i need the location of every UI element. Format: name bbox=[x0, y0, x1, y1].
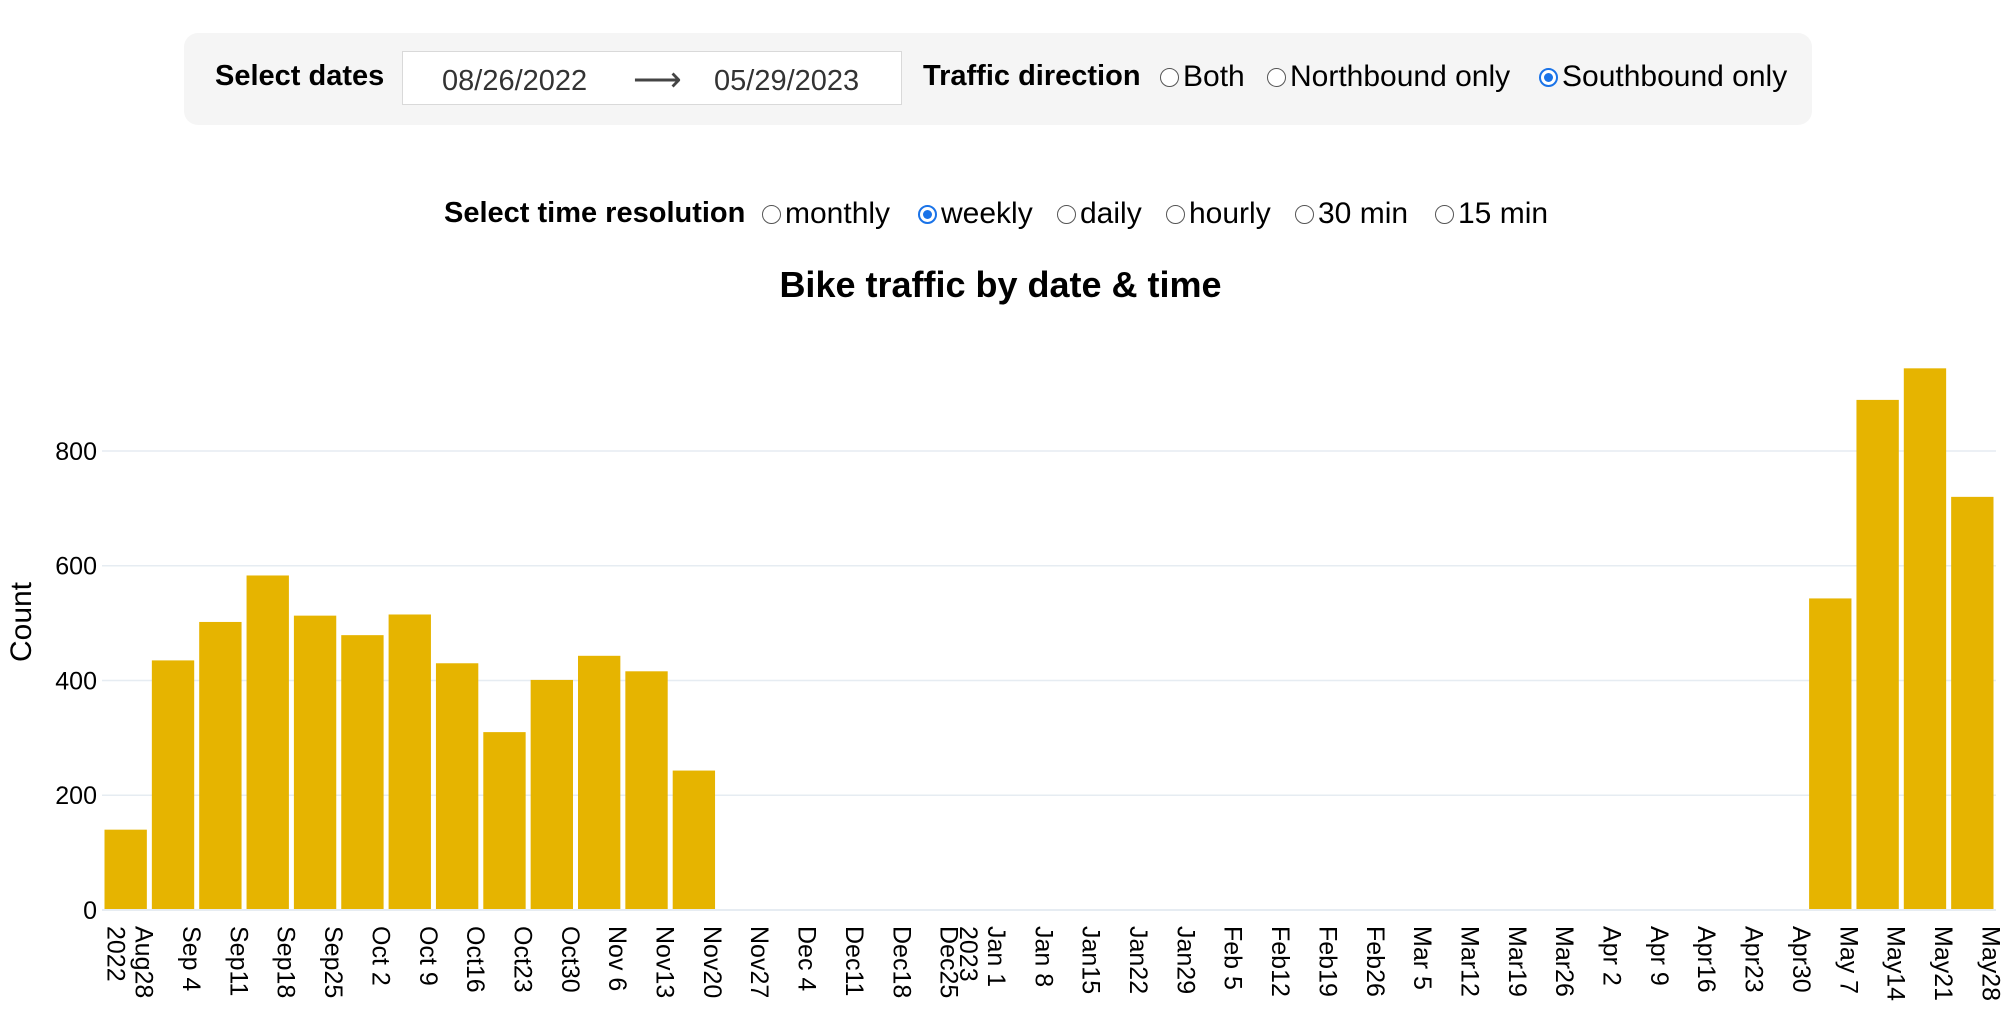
y-tick-label: 800 bbox=[55, 438, 97, 466]
x-tick-label: Apr23 bbox=[1740, 926, 1768, 993]
x-tick-label: Mar12 bbox=[1455, 926, 1483, 997]
x-tick-label: May 7 bbox=[1834, 926, 1862, 994]
x-tick-label: Jan 8 bbox=[1029, 926, 1057, 987]
resolution-option-weekly[interactable]: weekly bbox=[918, 199, 1033, 229]
x-tick-label: May28 bbox=[1976, 926, 2001, 1001]
resolution-option-daily[interactable]: daily bbox=[1057, 199, 1142, 229]
arrow-right-icon: ⟶ bbox=[633, 61, 682, 99]
bar bbox=[104, 829, 147, 910]
x-tick-label: Nov13 bbox=[651, 926, 679, 998]
resolution-option-15min[interactable]: 15 min bbox=[1435, 199, 1548, 229]
bar bbox=[151, 660, 195, 910]
x-tick-label: Mar19 bbox=[1503, 926, 1531, 997]
x-tick-label: 2022 bbox=[102, 926, 130, 982]
radio-selected-icon[interactable] bbox=[918, 204, 937, 224]
x-tick-label: Feb19 bbox=[1313, 926, 1341, 997]
bar bbox=[578, 655, 621, 910]
x-tick-label: Apr 9 bbox=[1645, 926, 1673, 986]
x-tick-label: Nov20 bbox=[698, 926, 726, 998]
y-tick-label: 200 bbox=[55, 782, 97, 810]
x-tick-label: Sep11 bbox=[224, 926, 252, 996]
radio-icon[interactable] bbox=[1160, 67, 1179, 87]
x-tick-label: Aug28 bbox=[130, 926, 158, 998]
x-tick-label: Feb12 bbox=[1266, 926, 1294, 997]
radio-icon[interactable] bbox=[762, 204, 781, 224]
x-tick-label: Dec25 bbox=[935, 926, 963, 998]
date-range-input[interactable]: 08/26/2022 ⟶ 05/29/2023 bbox=[402, 51, 902, 105]
x-tick-label: Apr16 bbox=[1692, 926, 1720, 993]
bar bbox=[483, 732, 526, 910]
bar bbox=[435, 663, 479, 910]
x-tick-label: Oct16 bbox=[461, 926, 489, 993]
x-tick-label: Oct23 bbox=[508, 926, 536, 993]
bar bbox=[293, 615, 337, 910]
bar bbox=[1951, 496, 1994, 910]
x-tick-label: Jan22 bbox=[1124, 926, 1152, 994]
x-tick-label: Apr30 bbox=[1787, 926, 1815, 993]
x-tick-label: Oct 9 bbox=[414, 926, 442, 986]
x-tick-label: Nov 6 bbox=[603, 926, 631, 991]
y-tick-label: 0 bbox=[83, 897, 97, 925]
end-date-field[interactable]: 05/29/2023 bbox=[714, 65, 860, 97]
resolution-option-30min[interactable]: 30 min bbox=[1295, 199, 1408, 229]
time-resolution-label: Select time resolution bbox=[444, 197, 746, 229]
bar bbox=[199, 621, 242, 910]
direction-option-southbound[interactable]: Southbound only bbox=[1539, 62, 1787, 92]
chart-title: Bike traffic by date & time bbox=[779, 264, 1222, 305]
x-tick-label: 2023 bbox=[954, 926, 982, 982]
start-date-field[interactable]: 08/26/2022 bbox=[442, 65, 588, 97]
x-tick-label: Dec11 bbox=[840, 926, 868, 996]
x-tick-label: Apr 2 bbox=[1598, 926, 1626, 986]
bar bbox=[672, 770, 716, 910]
select-dates-label: Select dates bbox=[215, 60, 385, 92]
radio-icon[interactable] bbox=[1267, 67, 1286, 87]
x-tick-label: Sep 4 bbox=[177, 926, 205, 991]
x-tick-label: Sep25 bbox=[319, 926, 347, 998]
resolution-option-monthly[interactable]: monthly bbox=[762, 199, 890, 229]
x-tick-label: Oct 2 bbox=[366, 926, 394, 986]
radio-selected-icon[interactable] bbox=[1539, 67, 1558, 87]
x-tick-label: Sep18 bbox=[272, 926, 300, 998]
bar bbox=[1903, 368, 1947, 911]
direction-option-northbound[interactable]: Northbound only bbox=[1267, 62, 1510, 92]
y-axis-label: Count bbox=[5, 581, 38, 662]
x-tick-label: Mar 5 bbox=[1408, 926, 1436, 990]
x-tick-label: Feb26 bbox=[1361, 926, 1389, 997]
x-tick-label: Jan15 bbox=[1077, 926, 1105, 994]
direction-option-both[interactable]: Both bbox=[1160, 62, 1245, 92]
bar bbox=[341, 635, 384, 910]
x-tick-label: Dec18 bbox=[887, 926, 915, 998]
bar bbox=[530, 679, 573, 910]
x-tick-label: Jan29 bbox=[1171, 926, 1199, 994]
x-tick-label: Nov27 bbox=[745, 926, 773, 998]
resolution-option-hourly[interactable]: hourly bbox=[1166, 199, 1271, 229]
y-tick-label: 400 bbox=[55, 667, 97, 695]
y-tick-label: 600 bbox=[55, 553, 97, 581]
radio-icon[interactable] bbox=[1435, 204, 1454, 224]
bar bbox=[625, 671, 668, 910]
radio-icon[interactable] bbox=[1057, 204, 1076, 224]
bar bbox=[1856, 399, 1899, 910]
bar bbox=[246, 575, 289, 910]
x-tick-label: Oct30 bbox=[556, 926, 584, 993]
x-tick-label: May14 bbox=[1882, 926, 1910, 1001]
x-tick-label: May21 bbox=[1929, 926, 1957, 1001]
radio-icon[interactable] bbox=[1166, 204, 1185, 224]
x-tick-label: Feb 5 bbox=[1219, 926, 1247, 990]
bar bbox=[1809, 598, 1852, 910]
radio-icon[interactable] bbox=[1295, 204, 1314, 224]
traffic-direction-label: Traffic direction bbox=[923, 60, 1141, 92]
x-tick-label: Mar26 bbox=[1550, 926, 1578, 997]
bar bbox=[388, 614, 431, 910]
x-tick-label: Jan 1 bbox=[982, 926, 1010, 987]
x-tick-label: Dec 4 bbox=[793, 926, 821, 991]
